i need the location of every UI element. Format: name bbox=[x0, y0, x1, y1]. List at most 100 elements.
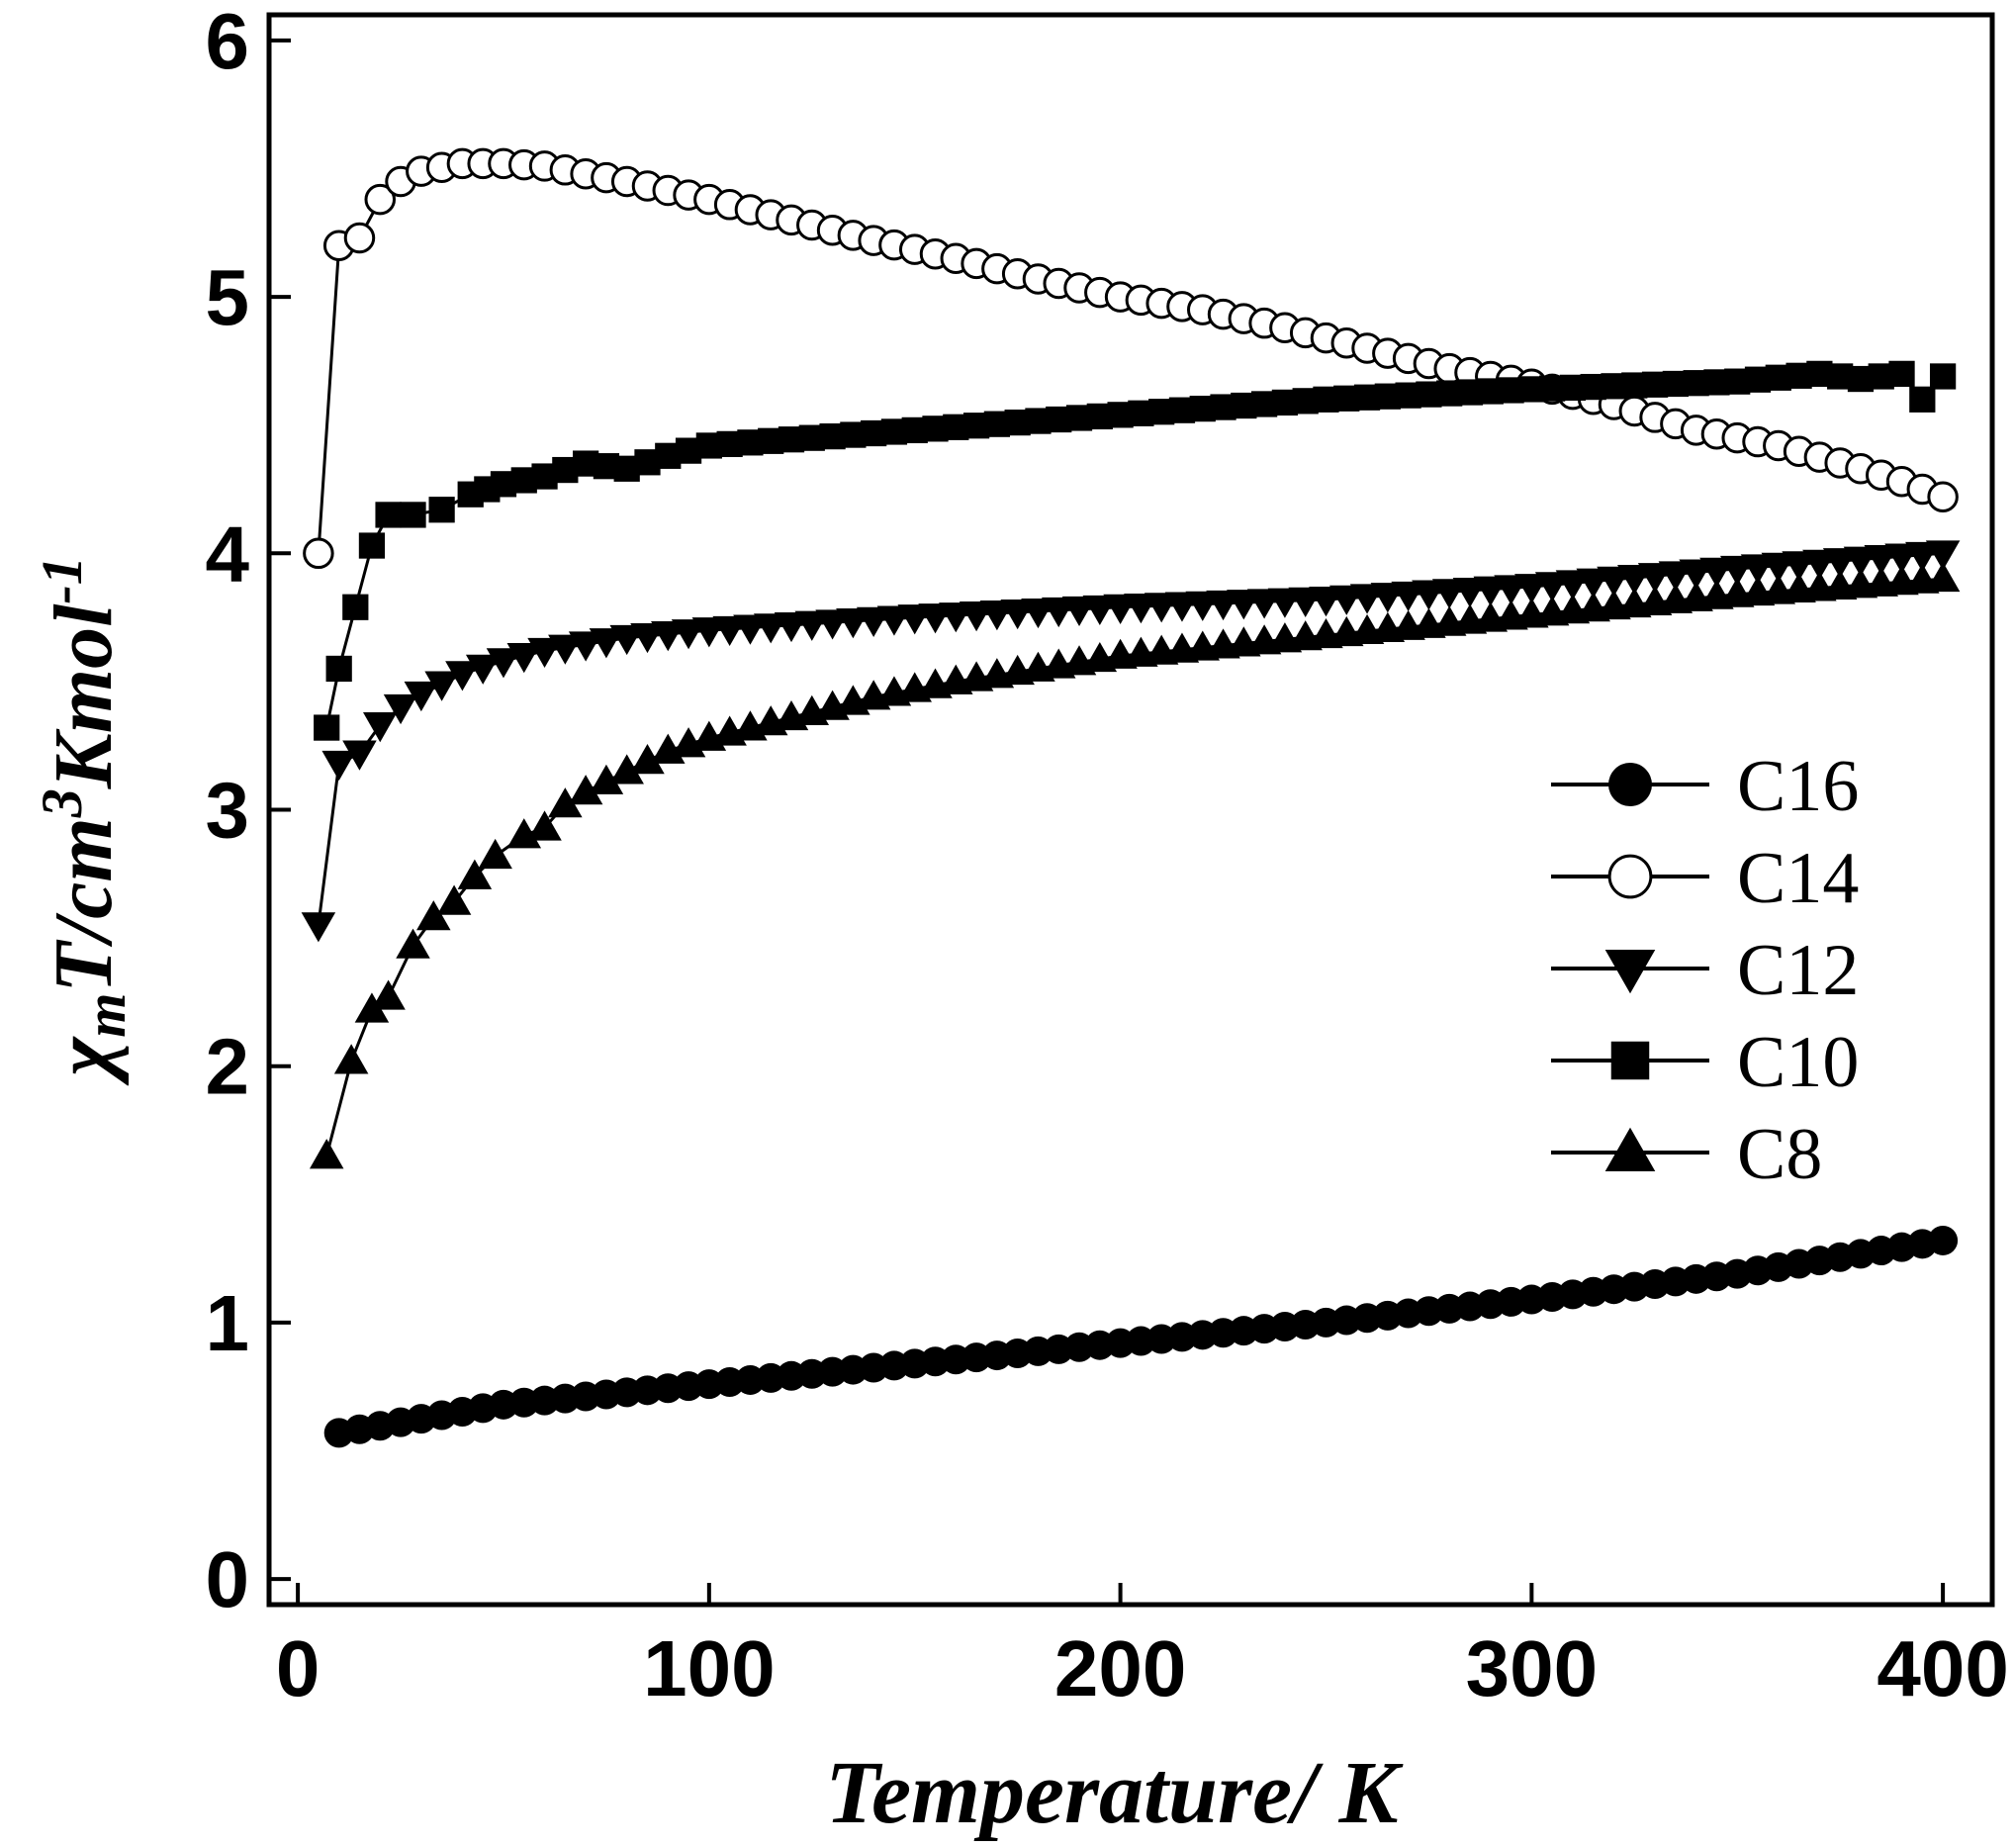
data-point bbox=[671, 619, 706, 650]
data-point bbox=[343, 222, 376, 254]
legend-item-c16: C16 bbox=[1551, 746, 1859, 827]
data-point bbox=[568, 631, 603, 662]
data-point bbox=[589, 628, 624, 659]
x-tick-label: 300 bbox=[1466, 1624, 1598, 1712]
series-line bbox=[317, 161, 1944, 554]
series-c16 bbox=[323, 1225, 1959, 1448]
data-point bbox=[325, 655, 352, 683]
legend-marker bbox=[1610, 1041, 1650, 1080]
data-point bbox=[1699, 557, 1734, 588]
x-tick-label: 400 bbox=[1877, 1624, 2008, 1712]
legend-label: C16 bbox=[1737, 746, 1859, 827]
data-point bbox=[630, 622, 665, 654]
data-point bbox=[506, 643, 542, 674]
data-point bbox=[1761, 552, 1796, 583]
data-point bbox=[1597, 566, 1631, 597]
data-point bbox=[416, 900, 451, 931]
y-tick-label: 5 bbox=[206, 253, 250, 341]
data-point bbox=[301, 912, 336, 943]
data-point bbox=[1576, 568, 1610, 599]
data-point bbox=[342, 740, 377, 771]
data-point bbox=[1555, 570, 1591, 601]
y-tick-label: 4 bbox=[206, 509, 250, 598]
series-c12 bbox=[301, 540, 1961, 943]
data-point bbox=[371, 979, 406, 1010]
data-point bbox=[303, 537, 334, 570]
y-tick-label: 3 bbox=[206, 767, 250, 855]
series-layer bbox=[301, 147, 1961, 1448]
data-point bbox=[1637, 563, 1673, 594]
data-point bbox=[1843, 546, 1878, 577]
y-tick-label: 1 bbox=[206, 1279, 250, 1367]
series-c8 bbox=[309, 561, 1961, 1169]
data-point bbox=[375, 502, 402, 528]
legend-marker bbox=[1604, 1127, 1656, 1171]
legend-marker bbox=[1604, 950, 1656, 994]
data-point bbox=[383, 693, 418, 725]
data-point bbox=[457, 859, 493, 889]
data-point bbox=[428, 497, 455, 523]
legend-marker bbox=[1607, 854, 1653, 899]
data-point bbox=[1679, 559, 1713, 590]
legend: C16 C14 C12 C10 C8 bbox=[1551, 746, 1859, 1195]
data-point bbox=[527, 810, 562, 841]
data-point bbox=[1864, 545, 1898, 576]
data-point bbox=[609, 624, 644, 656]
legend-item-c12: C12 bbox=[1551, 930, 1859, 1011]
x-tick-label: 200 bbox=[1054, 1624, 1186, 1712]
data-point bbox=[568, 775, 603, 805]
data-point bbox=[609, 754, 644, 785]
legend-label: C12 bbox=[1737, 930, 1859, 1011]
data-point bbox=[1925, 561, 1961, 593]
data-point bbox=[548, 787, 583, 818]
data-point bbox=[314, 714, 340, 741]
data-point bbox=[363, 712, 398, 743]
data-point bbox=[1719, 555, 1755, 587]
data-point bbox=[1905, 541, 1940, 573]
data-point bbox=[445, 661, 480, 692]
x-tick-label: 100 bbox=[643, 1624, 775, 1712]
data-point bbox=[404, 681, 439, 712]
axis-ticks: 0 100 200 300 400 0 1 2 3 4 5 6 bbox=[206, 0, 2009, 1712]
data-point bbox=[1929, 363, 1957, 390]
data-point bbox=[1514, 574, 1549, 604]
legend-label: C8 bbox=[1737, 1114, 1822, 1195]
data-point bbox=[358, 532, 386, 559]
legend-item-c10: C10 bbox=[1551, 1022, 1859, 1103]
x-tick-label: 0 bbox=[276, 1624, 320, 1712]
data-point bbox=[333, 1044, 369, 1074]
data-point bbox=[1927, 481, 1959, 513]
data-point bbox=[486, 648, 521, 679]
data-point bbox=[309, 1139, 344, 1169]
legend-label: C10 bbox=[1737, 1022, 1859, 1103]
legend-marker bbox=[1608, 763, 1652, 806]
y-tick-label: 0 bbox=[206, 1535, 250, 1623]
data-point bbox=[465, 654, 501, 685]
data-point bbox=[396, 928, 430, 959]
data-point bbox=[1740, 554, 1776, 585]
data-point bbox=[1928, 1225, 1959, 1255]
data-point bbox=[630, 744, 665, 775]
data-point bbox=[342, 594, 369, 620]
data-point bbox=[400, 502, 426, 528]
data-point bbox=[1888, 360, 1915, 387]
data-point bbox=[436, 884, 472, 915]
legend-label: C14 bbox=[1737, 838, 1859, 919]
legend-item-c8: C8 bbox=[1551, 1114, 1822, 1195]
data-point bbox=[478, 838, 512, 870]
data-point bbox=[1534, 572, 1570, 602]
series-c14 bbox=[303, 147, 1959, 570]
data-point bbox=[321, 750, 356, 782]
data-point bbox=[1802, 549, 1837, 580]
data-point bbox=[548, 634, 583, 665]
y-tick-label: 6 bbox=[206, 0, 250, 85]
data-point bbox=[1925, 540, 1961, 571]
data-point bbox=[1617, 564, 1652, 596]
data-point bbox=[651, 621, 686, 652]
data-point bbox=[1822, 548, 1858, 579]
data-point bbox=[424, 671, 459, 701]
series-c10 bbox=[314, 360, 1957, 741]
data-point bbox=[1909, 386, 1936, 413]
y-axis-title: χmT/cm3Kmol-1 bbox=[30, 556, 137, 1085]
